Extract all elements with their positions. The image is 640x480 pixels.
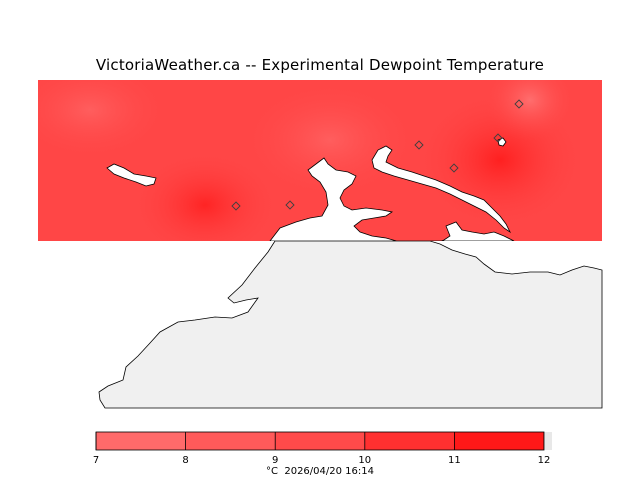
unit-label: °C [266, 466, 278, 477]
colorbar-shadow [544, 432, 552, 450]
dewpoint-field [38, 80, 602, 241]
land-saanich [371, 145, 512, 234]
station-marker [231, 201, 241, 211]
station-marker [449, 163, 459, 173]
colorbar-tick-label: 7 [92, 455, 100, 466]
colorbar-segment [96, 432, 186, 450]
map-title: VictoriaWeather.ca -- Experimental Dewpo… [95, 56, 545, 74]
stations [231, 99, 524, 211]
colorbar-tick-label: 8 [182, 455, 189, 466]
station-marker [493, 133, 503, 143]
land-peninsula [269, 157, 515, 241]
colorbar-tick-label: 9 [272, 455, 279, 466]
station-marker [514, 99, 524, 109]
colorbar-segment [275, 432, 365, 450]
colorbar-caption: °C 2026/04/20 16:14 [0, 466, 640, 477]
timestamp-label: 2026/04/20 16:14 [284, 466, 374, 477]
island-west [106, 163, 157, 187]
station-marker [414, 140, 424, 150]
colorbar-segment [454, 432, 544, 450]
land-south [98, 240, 603, 409]
colorbar [95, 431, 552, 451]
colorbar-segment [185, 432, 276, 450]
station-marker [285, 200, 295, 210]
colorbar-segment [364, 432, 455, 450]
colorbar-tick-label: 10 [358, 455, 372, 466]
colorbar-tick-label: 11 [448, 455, 461, 466]
colorbar-tick-label: 12 [537, 455, 551, 466]
